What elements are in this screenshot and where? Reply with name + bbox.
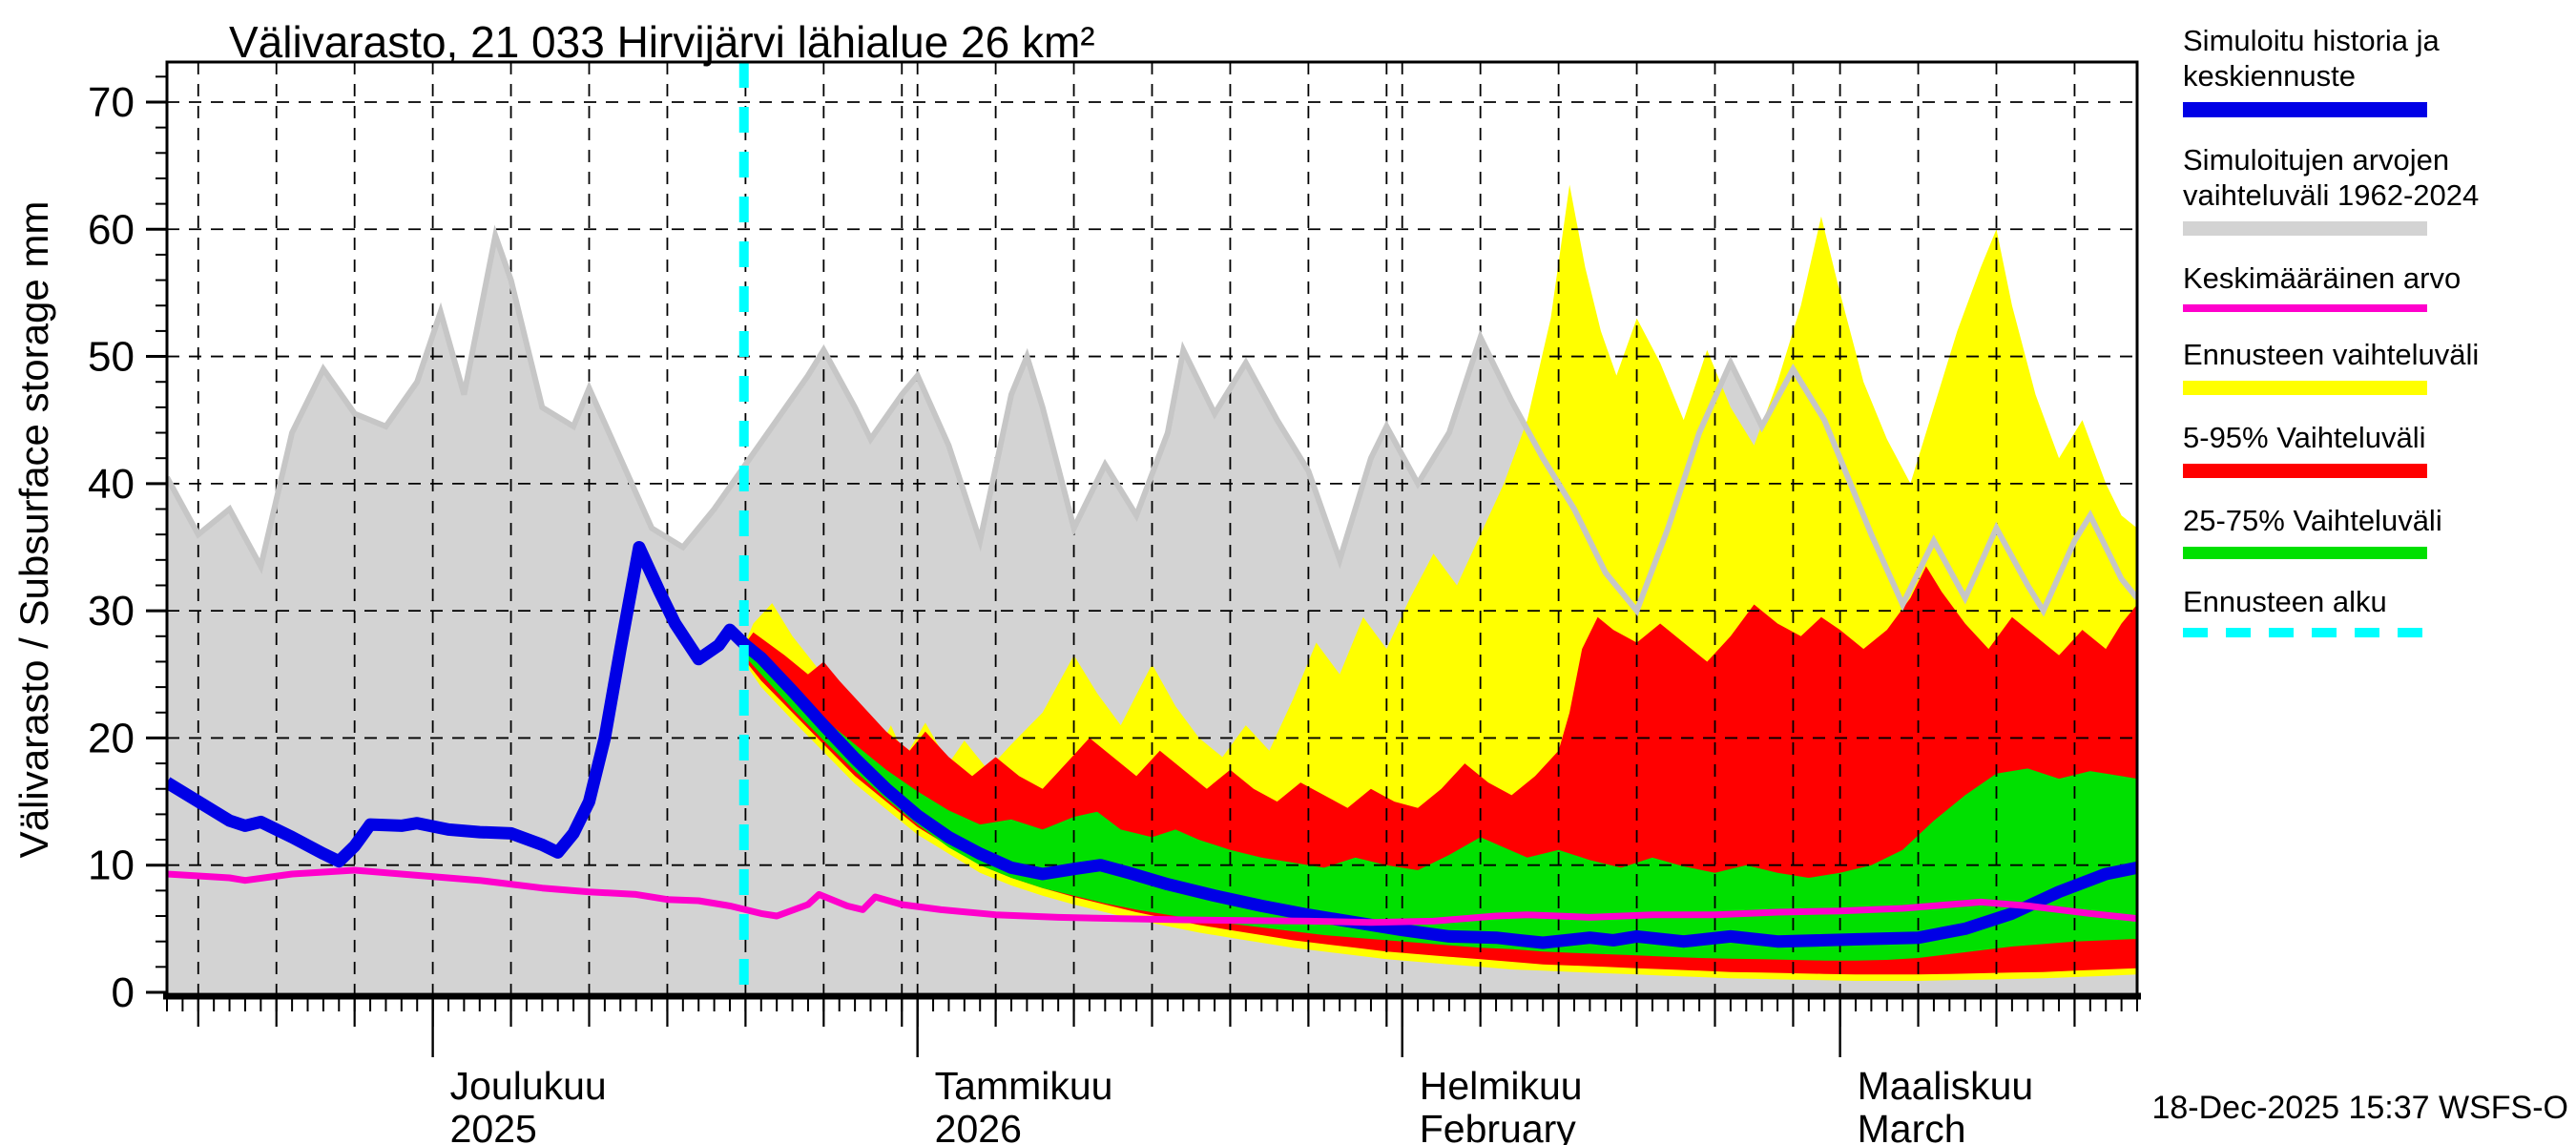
y-axis-ticks bbox=[146, 75, 167, 994]
legend-swatch bbox=[2183, 102, 2427, 117]
y-axis-label: Välivarasto / Subsurface storage mm bbox=[11, 201, 56, 859]
timestamp: 18-Dec-2025 15:37 WSFS-O bbox=[2151, 1090, 2568, 1126]
legend-item-0: Simuloitu historia ja keskiennuste bbox=[2183, 23, 2565, 117]
legend-label: 25-75% Vaihteluväli bbox=[2183, 504, 2442, 537]
sim-range-top-line bbox=[167, 224, 2137, 617]
legend-item-3: Ennusteen vaihteluväli bbox=[2183, 337, 2565, 395]
legend-label: Simuloitu historia ja keskiennuste bbox=[2183, 24, 2440, 93]
y-tick-label: 20 bbox=[88, 715, 135, 761]
month-sublabel: 2025 bbox=[450, 1107, 537, 1145]
chart-title: Välivarasto, 21 033 Hirvijärvi lähialue … bbox=[229, 17, 1095, 67]
y-tick-label: 60 bbox=[88, 206, 135, 253]
legend-swatch bbox=[2183, 464, 2427, 478]
legend-label: Ennusteen alku bbox=[2183, 585, 2387, 618]
x-axis-ticks bbox=[166, 999, 2138, 1057]
month-label: Helmikuu bbox=[1420, 1064, 1583, 1108]
legend-item-1: Simuloitujen arvojen vaihteluväli 1962-2… bbox=[2183, 142, 2565, 236]
mean-value-line bbox=[167, 866, 2137, 926]
legend-item-4: 5-95% Vaihteluväli bbox=[2183, 420, 2565, 478]
legend-label: 5-95% Vaihteluväli bbox=[2183, 421, 2426, 454]
legend-item-6: Ennusteen alku bbox=[2183, 584, 2565, 637]
chart-lines bbox=[167, 62, 2137, 995]
y-tick-label: 50 bbox=[88, 334, 135, 381]
legend-label: Ennusteen vaihteluväli bbox=[2183, 338, 2480, 371]
p25-75-area bbox=[743, 649, 2137, 961]
month-sublabel: February bbox=[1420, 1107, 1577, 1145]
y-tick-label: 70 bbox=[88, 79, 135, 126]
legend-swatch bbox=[2183, 304, 2427, 312]
legend-swatch bbox=[2183, 381, 2427, 395]
month-sublabel: 2026 bbox=[935, 1107, 1022, 1145]
y-tick-label: 0 bbox=[112, 969, 135, 1016]
month-label: Tammikuu bbox=[935, 1064, 1113, 1108]
legend-swatch bbox=[2183, 221, 2427, 236]
month-sublabel: March bbox=[1858, 1107, 1966, 1145]
chart-legend: Simuloitu historia ja keskiennuste Simulo… bbox=[2183, 23, 2565, 637]
legend-item-5: 25-75% Vaihteluväli bbox=[2183, 503, 2565, 559]
legend-label: Simuloitujen arvojen vaihteluväli 1962-2… bbox=[2183, 143, 2480, 212]
y-tick-label: 10 bbox=[88, 843, 135, 889]
month-label: Joulukuu bbox=[450, 1064, 607, 1108]
y-tick-label: 30 bbox=[88, 588, 135, 635]
legend-swatch bbox=[2183, 628, 2427, 637]
y-tick-label: 40 bbox=[88, 461, 135, 508]
history-forecast-line bbox=[167, 541, 2137, 949]
legend-label: Keskimääräinen arvo bbox=[2183, 261, 2462, 295]
month-label: Maaliskuu bbox=[1858, 1064, 2034, 1108]
legend-swatch bbox=[2183, 547, 2427, 559]
y-axis-tick-labels: 0 10 20 30 40 50 60 70 bbox=[88, 79, 135, 1016]
legend-item-2: Keskimääräinen arvo bbox=[2183, 260, 2565, 312]
